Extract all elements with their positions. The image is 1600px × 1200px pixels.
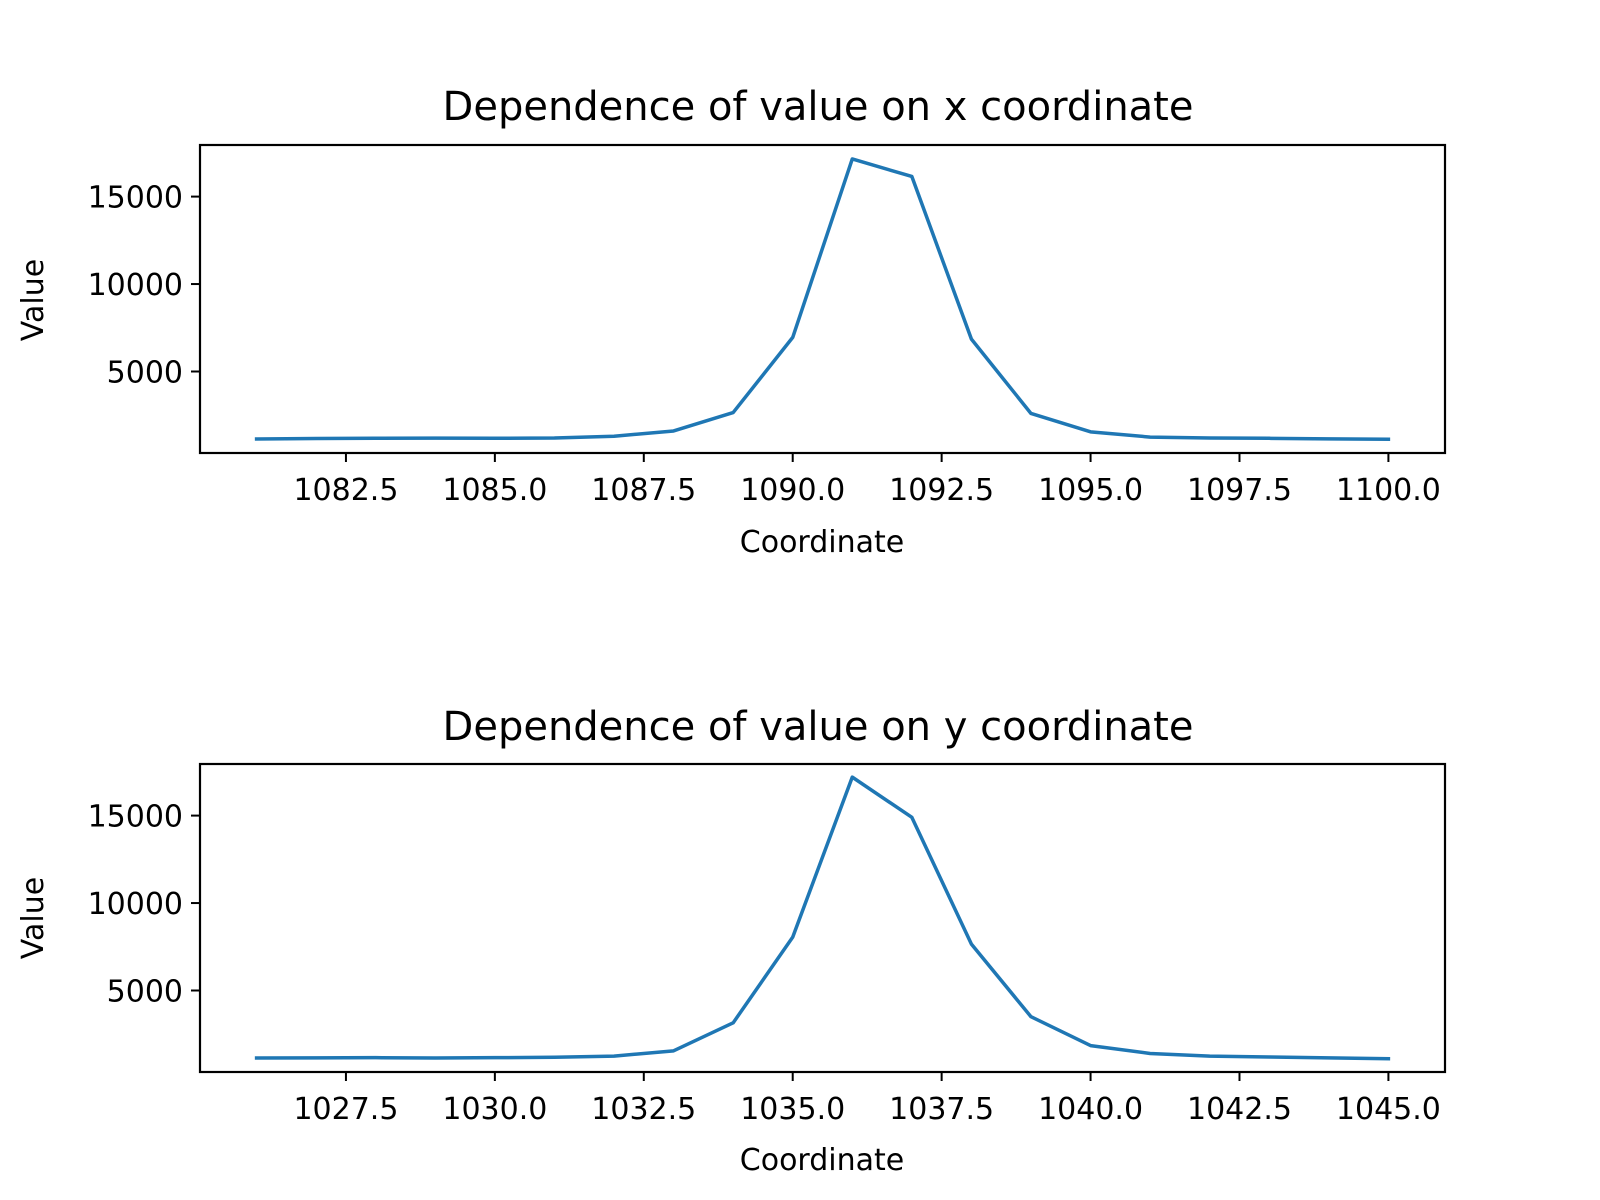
series-line bbox=[254, 157, 1391, 441]
x-tick-label: 1097.5 bbox=[1187, 473, 1292, 508]
x-tick-label: 1040.0 bbox=[1038, 1092, 1143, 1127]
plot-frame bbox=[198, 143, 1447, 455]
x-tick-label: 1042.5 bbox=[1187, 1092, 1292, 1127]
plot-area bbox=[254, 775, 1391, 1061]
chart-title: Dependence of value on x coordinate bbox=[443, 84, 1194, 130]
series-line bbox=[254, 775, 1391, 1061]
y-tick-label: 15000 bbox=[88, 181, 183, 216]
y-tick-label: 5000 bbox=[107, 355, 183, 390]
x-axis-ticks bbox=[191, 195, 1390, 462]
x-tick-label: 1087.5 bbox=[591, 473, 696, 508]
chart-title: Dependence of value on y coordinate bbox=[443, 704, 1194, 750]
plot-frame bbox=[198, 762, 1447, 1074]
y-axis-tick-labels: 5000 10000 15000 bbox=[88, 800, 183, 1010]
x-tick-label: 1027.5 bbox=[293, 1092, 398, 1127]
x-tick-label: 1032.5 bbox=[591, 1092, 696, 1127]
x-tick-label: 1035.0 bbox=[740, 1092, 845, 1127]
y-axis-label: Value bbox=[16, 259, 51, 341]
y-tick-label: 10000 bbox=[88, 887, 183, 922]
x-tick-label: 1045.0 bbox=[1336, 1092, 1441, 1127]
x-tick-label: 1082.5 bbox=[293, 473, 398, 508]
x-tick-label: 1030.0 bbox=[442, 1092, 547, 1127]
chart-panel-x: Dependence of value on x coordinate 1082… bbox=[16, 84, 1447, 560]
x-tick-label: 1037.5 bbox=[889, 1092, 994, 1127]
x-tick-label: 1085.0 bbox=[442, 473, 547, 508]
x-axis-ticks bbox=[191, 814, 1390, 1081]
y-tick-label: 5000 bbox=[107, 974, 183, 1009]
y-axis-label: Value bbox=[16, 877, 51, 959]
x-tick-label: 1092.5 bbox=[889, 473, 994, 508]
x-tick-label: 1090.0 bbox=[740, 473, 845, 508]
x-axis-label: Coordinate bbox=[740, 525, 904, 560]
y-axis-tick-labels: 5000 10000 15000 bbox=[88, 181, 183, 391]
y-tick-label: 10000 bbox=[88, 268, 183, 303]
x-axis-label: Coordinate bbox=[740, 1143, 904, 1178]
x-axis-tick-labels: 1027.5 1030.0 1032.5 1035.0 1037.5 1040.0 1042… bbox=[293, 1092, 1440, 1127]
y-tick-label: 15000 bbox=[88, 800, 183, 835]
plot-area bbox=[254, 157, 1391, 441]
chart-panel-y: Dependence of value on y coordinate 1027… bbox=[16, 704, 1447, 1178]
x-tick-label: 1100.0 bbox=[1336, 473, 1441, 508]
x-axis-tick-labels: 1082.5 1085.0 1087.5 1090.0 1092.5 1095.0 1097… bbox=[293, 473, 1440, 508]
x-tick-label: 1095.0 bbox=[1038, 473, 1143, 508]
